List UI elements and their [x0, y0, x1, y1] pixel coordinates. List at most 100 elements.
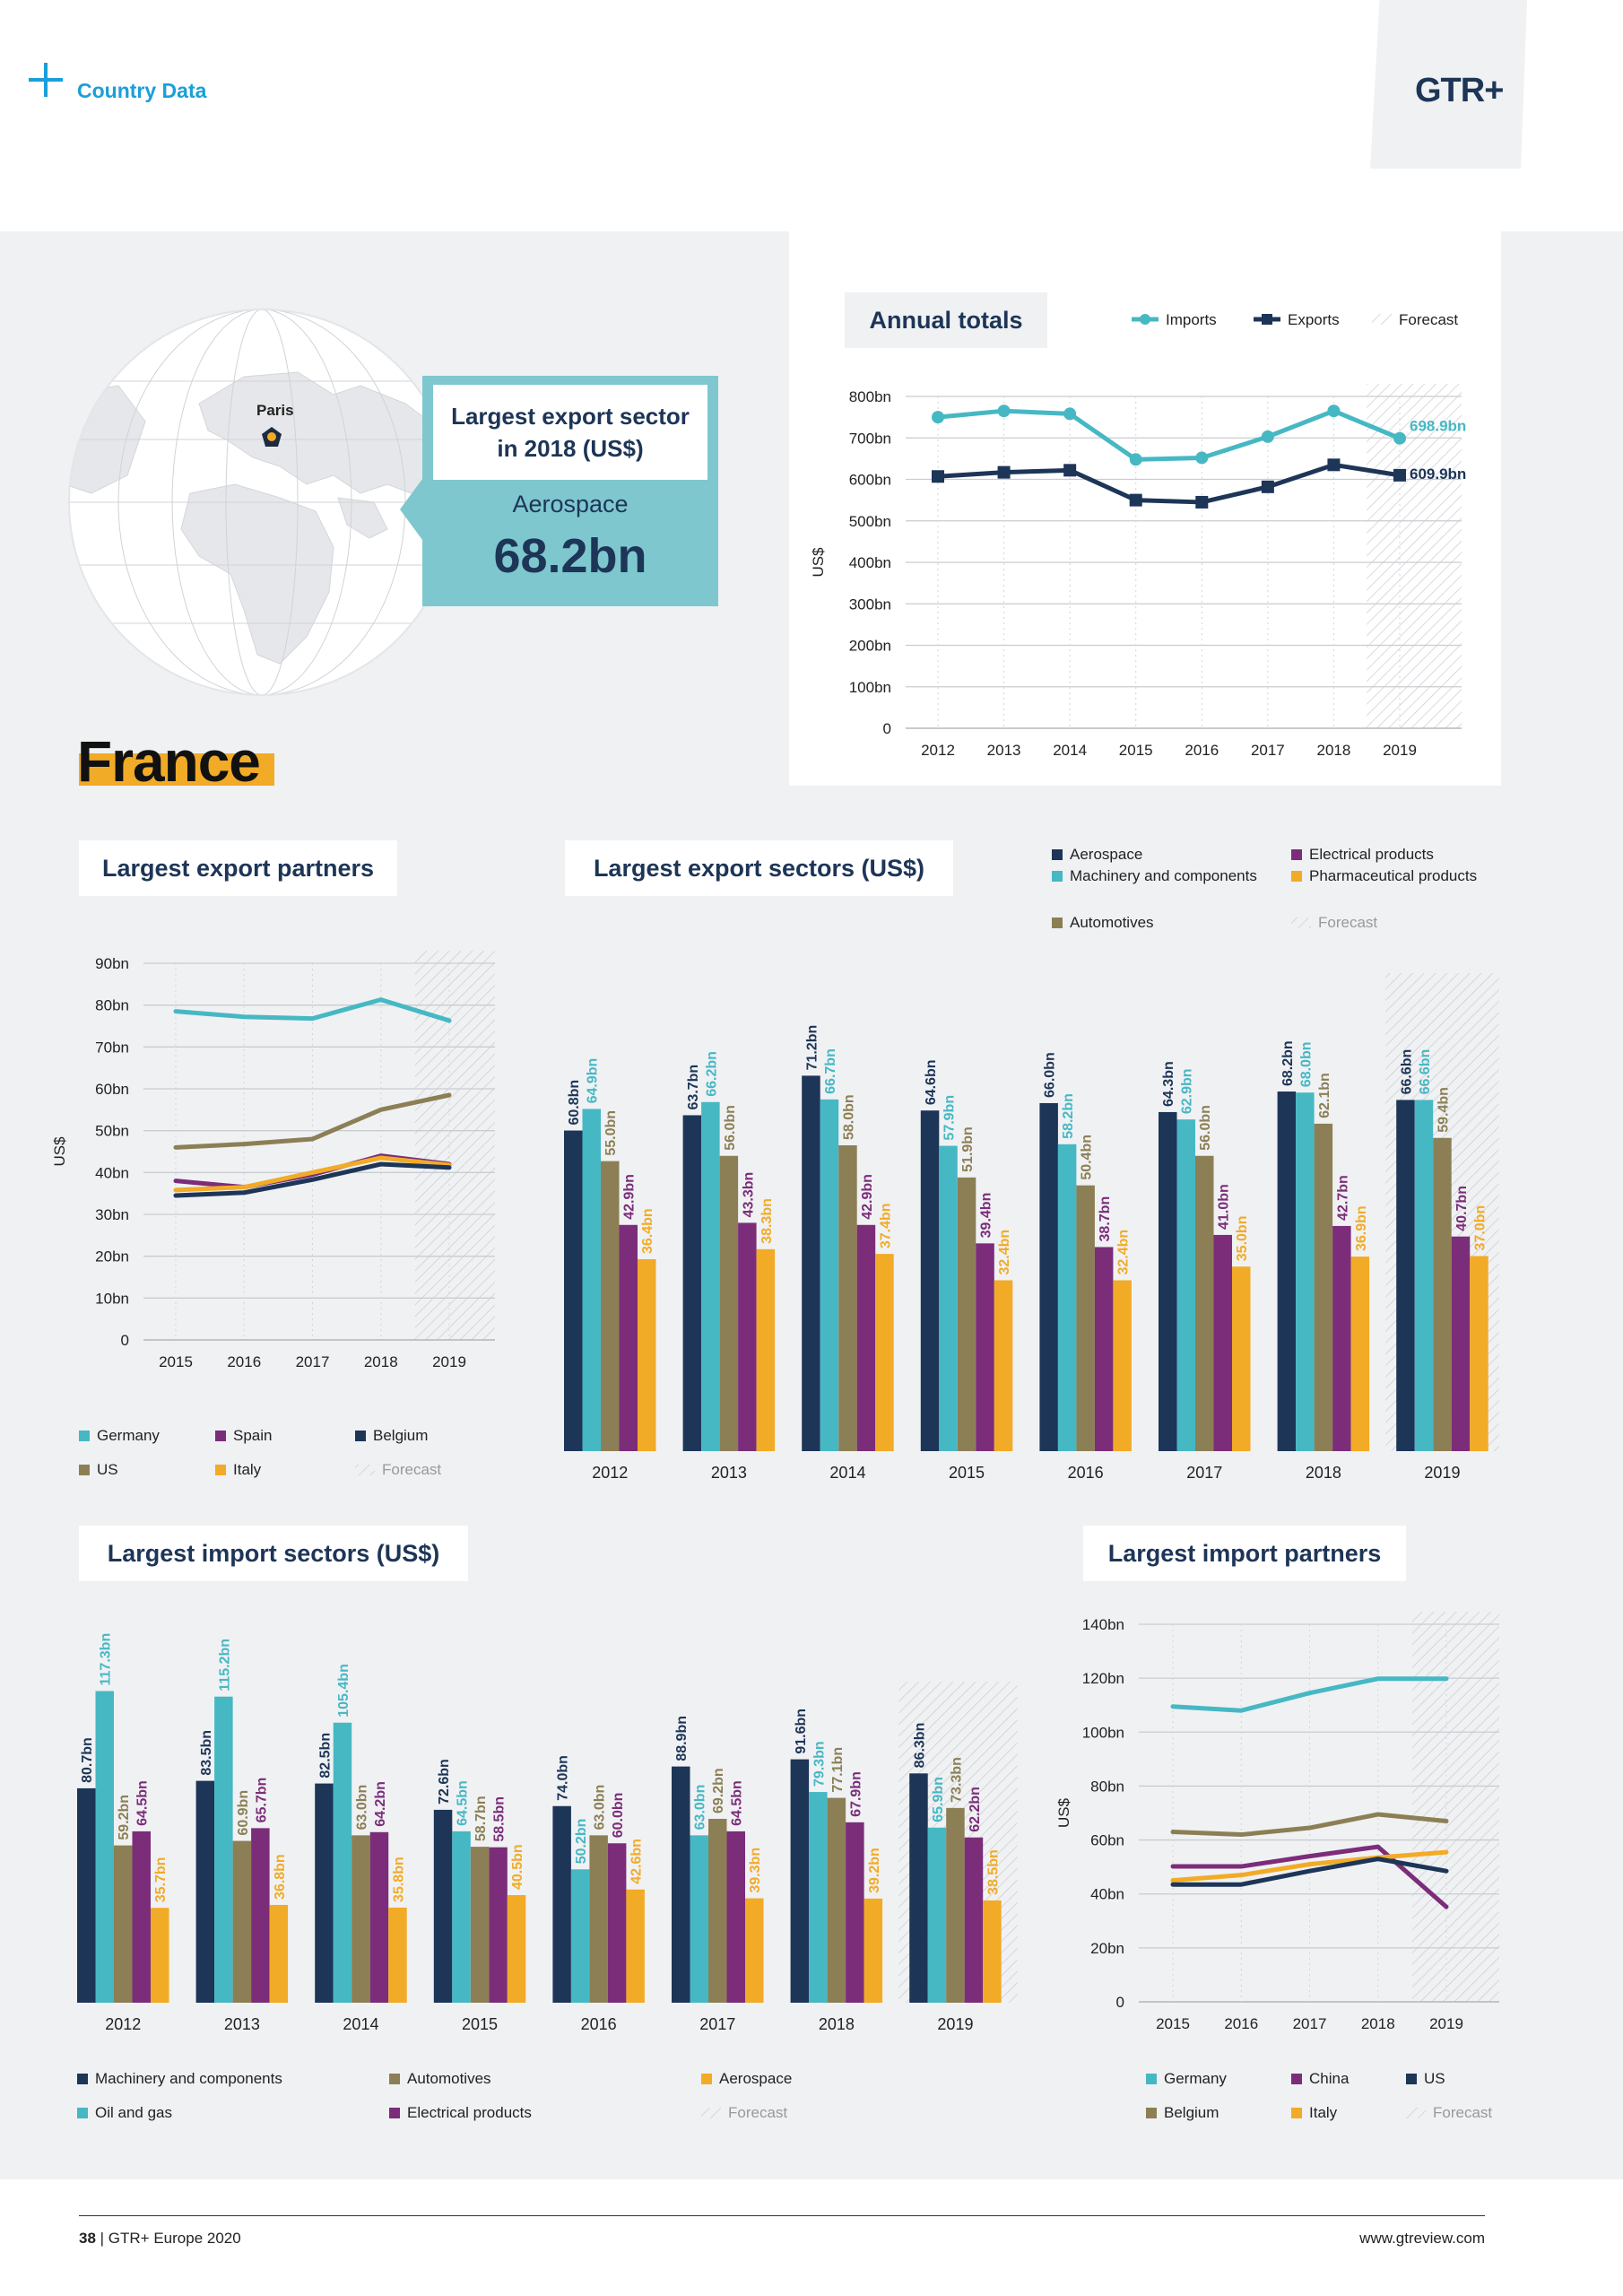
bar-aerospace [983, 1900, 1002, 2003]
bar-machinery-and-components [701, 1101, 720, 1451]
bar-value-label: 35.8bn [391, 1857, 406, 1902]
legend-label-4: Aerospace [719, 2070, 792, 2087]
bar-value-label: 64.5bn [730, 1780, 745, 1826]
data-point [1327, 458, 1341, 472]
y-tick-label: 600bn [849, 472, 891, 489]
bar-value-label: 63.0bn [354, 1785, 369, 1831]
x-tick-label: 2015 [1156, 2015, 1190, 2032]
bar-value-label: 58.5bn [492, 1796, 508, 1842]
legend-forecast-swatch [1291, 918, 1311, 928]
series-line-germany [1170, 1676, 1449, 1713]
bar-aerospace [745, 1898, 764, 2003]
series-line-exports [935, 462, 1402, 505]
legend-swatch-0 [77, 2074, 88, 2084]
legend-exports-marker [1262, 314, 1272, 325]
bar-value-label: 68.0bn [1298, 1042, 1314, 1088]
exports-end-label: 609.9bn [1410, 465, 1466, 483]
legend-swatch-germany [1146, 2074, 1157, 2084]
bar-value-label: 42.7bn [1335, 1175, 1350, 1221]
bar-electrical-products [1332, 1225, 1351, 1451]
legend-label-germany: Germany [1164, 2070, 1227, 2087]
data-point [997, 465, 1011, 479]
bar-electrical-products [1451, 1236, 1471, 1451]
footer-separator: | [95, 2230, 108, 2247]
legend-swatch-germany [79, 1431, 90, 1441]
x-tick-label: 2014 [343, 2015, 378, 2033]
legend-label-us: US [97, 1461, 118, 1478]
bar-value-label: 60.8bn [567, 1080, 582, 1126]
bar-value-label: 64.9bn [586, 1058, 601, 1104]
forecast-hatch [1367, 384, 1462, 728]
export-partners-chart: 0 10bn 20bn 30bn 40bn 50bn 60bn 70bn 80bn 90bn 201… [51, 951, 495, 1478]
x-tick-label: 2016 [1185, 742, 1219, 759]
bar-value-label: 64.2bn [373, 1781, 388, 1827]
bar-aerospace [564, 1130, 583, 1451]
bar-value-label: 72.6bn [437, 1759, 452, 1805]
legend-label-0: Machinery and components [95, 2070, 282, 2087]
bar-aerospace [626, 1889, 645, 2003]
legend-label-italy: Italy [1309, 2104, 1338, 2121]
x-tick-label: 2013 [224, 2015, 260, 2033]
legend-swatch-2 [389, 2074, 400, 2084]
bar-value-label: 69.2bn [711, 1768, 726, 1813]
x-tick-label: 2017 [296, 1353, 330, 1370]
bar-value-label: 58.7bn [473, 1796, 489, 1841]
bar-value-label: 38.3bn [759, 1198, 775, 1244]
bar-value-label: 66.6bn [1418, 1049, 1433, 1095]
callout-sector: Aerospace [512, 491, 629, 517]
bar-value-label: 43.3bn [741, 1172, 756, 1218]
bar-electrical-products [964, 1837, 984, 2003]
bar-value-label: 88.9bn [674, 1716, 690, 1761]
legend-label-italy: Italy [233, 1461, 262, 1478]
x-tick-label: 2018 [1361, 2015, 1395, 2032]
y-tick-label: 20bn [95, 1248, 129, 1265]
callout-arrow [400, 475, 425, 544]
y-tick-label: 20bn [1090, 1940, 1124, 1957]
bar-value-label: 41.0bn [1217, 1184, 1232, 1230]
imports-end-label: 698.9bn [1410, 418, 1466, 435]
forecast-hatch [414, 951, 495, 1340]
export-sectors-title: Largest export sectors (US$) [565, 840, 953, 896]
bar-value-label: 74.0bn [556, 1755, 571, 1801]
bar-value-label: 65.7bn [254, 1778, 269, 1823]
bar-value-label: 64.6bn [924, 1059, 939, 1105]
bar-electrical-products [846, 1822, 864, 2003]
bar-value-label: 38.7bn [1098, 1196, 1113, 1242]
bar-electrical-products [251, 1828, 270, 2003]
bar-value-label: 35.7bn [153, 1857, 169, 1903]
footer-url[interactable]: www.gtreview.com [1359, 2230, 1485, 2247]
series-line-imports [935, 408, 1402, 462]
data-point [932, 411, 944, 424]
y-tick-label: 70bn [95, 1039, 129, 1056]
y-axis-label: US$ [1055, 1797, 1072, 1828]
series-line-us [1170, 1857, 1449, 1887]
x-tick-label: 2017 [699, 2015, 735, 2033]
bar-value-label: 77.1bn [830, 1747, 846, 1793]
data-point [1063, 464, 1077, 477]
city-label: Paris [256, 402, 294, 419]
bar-oil-and-gas [333, 1722, 352, 2003]
bar-value-label: 42.9bn [622, 1174, 638, 1220]
section-title: Country Data [77, 79, 207, 102]
x-tick-label: 2018 [1306, 1464, 1341, 1482]
y-tick-label: 0 [1116, 1994, 1124, 2011]
callout-value: 68.2bn [493, 529, 647, 583]
legend-forecast-swatch [355, 1465, 375, 1475]
x-tick-label: 2015 [949, 1464, 985, 1482]
y-tick-label: 200bn [849, 638, 891, 655]
bar-pharmaceutical-products [638, 1258, 656, 1451]
legend-label-1: Oil and gas [95, 2104, 172, 2121]
x-tick-label: 2017 [1251, 742, 1285, 759]
bar-value-label: 39.3bn [748, 1848, 763, 1893]
x-tick-label: 2015 [1119, 742, 1153, 759]
series-line-italy [173, 1155, 452, 1193]
annual-chart: 0 100bn 200bn 300bn 400bn 500bn 600bn 700bn 800b… [810, 311, 1466, 759]
legend-swatch-us [1406, 2074, 1417, 2084]
bar-value-label: 56.0bn [1198, 1105, 1213, 1151]
bar-automotives [470, 1847, 490, 2003]
legend-exports-label: Exports [1288, 311, 1340, 328]
bar-value-label: 58.2bn [1061, 1093, 1076, 1139]
legend-label-4: Pharmaceutical products [1309, 867, 1477, 884]
legend-swatch-4 [701, 2074, 712, 2084]
bar-value-label: 66.0bn [1043, 1052, 1058, 1098]
